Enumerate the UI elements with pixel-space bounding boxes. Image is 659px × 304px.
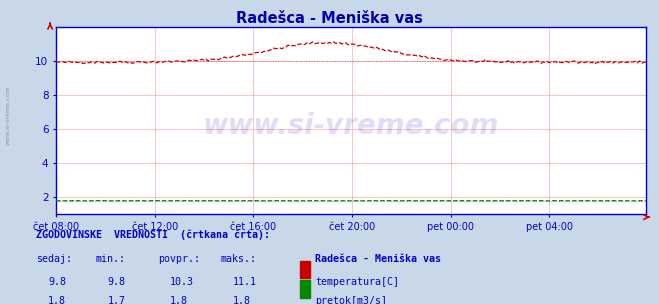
Text: povpr.:: povpr.: xyxy=(158,254,200,264)
Text: temperatura[C]: temperatura[C] xyxy=(315,277,399,287)
Text: 9.8: 9.8 xyxy=(48,277,66,287)
Text: ZGODOVINSKE  VREDNOSTI  (črtkana črta):: ZGODOVINSKE VREDNOSTI (črtkana črta): xyxy=(36,230,270,240)
Text: pretok[m3/s]: pretok[m3/s] xyxy=(315,296,387,304)
Text: maks.:: maks.: xyxy=(221,254,257,264)
Text: 1.8: 1.8 xyxy=(48,296,66,304)
Text: Radešca - Meniška vas: Radešca - Meniška vas xyxy=(315,254,441,264)
Text: 1.8: 1.8 xyxy=(170,296,188,304)
Text: 1.8: 1.8 xyxy=(233,296,250,304)
Text: www.si-vreme.com: www.si-vreme.com xyxy=(5,86,11,145)
Text: 9.8: 9.8 xyxy=(107,277,125,287)
Text: Radešca - Meniška vas: Radešca - Meniška vas xyxy=(236,11,423,26)
Text: 10.3: 10.3 xyxy=(170,277,194,287)
Text: sedaj:: sedaj: xyxy=(36,254,72,264)
Text: min.:: min.: xyxy=(96,254,126,264)
Text: 1.7: 1.7 xyxy=(107,296,125,304)
Text: www.si-vreme.com: www.si-vreme.com xyxy=(203,112,499,140)
Text: 11.1: 11.1 xyxy=(233,277,256,287)
